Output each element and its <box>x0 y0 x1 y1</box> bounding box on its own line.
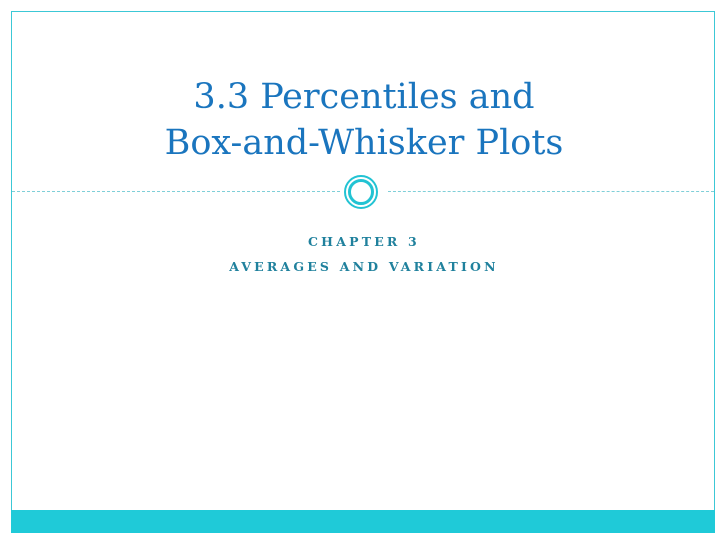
subtitle-topic: AVERAGES AND VARIATION <box>229 259 499 274</box>
divider-right <box>388 191 714 192</box>
slide-title-line-1: 3.3 Percentiles and <box>193 77 535 117</box>
double-circle-icon <box>344 175 378 209</box>
slide-title: 3.3 Percentiles and Box-and-Whisker Plot… <box>0 74 728 166</box>
subtitle-chapter: CHAPTER 3 <box>308 234 420 249</box>
slide-title-line-2: Box-and-Whisker Plots <box>164 123 564 163</box>
slide-subtitle: CHAPTER 3 AVERAGES AND VARIATION <box>0 229 728 279</box>
divider-left <box>12 191 340 192</box>
bottom-accent-bar <box>11 510 715 533</box>
